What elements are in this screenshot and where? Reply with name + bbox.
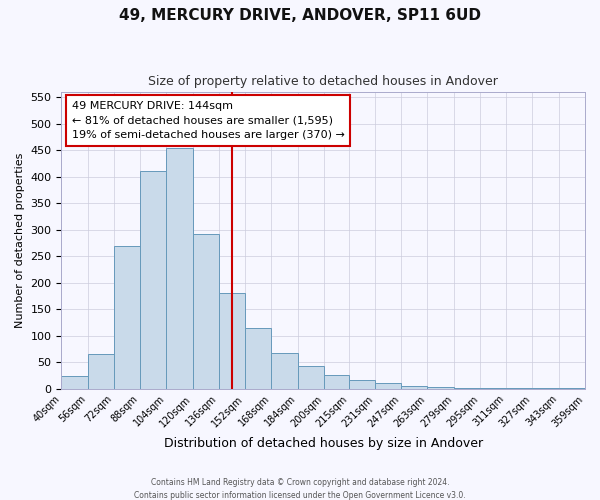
Bar [193,234,219,389]
Bar [480,388,506,389]
Text: 49, MERCURY DRIVE, ANDOVER, SP11 6UD: 49, MERCURY DRIVE, ANDOVER, SP11 6UD [119,8,481,22]
X-axis label: Distribution of detached houses by size in Andover: Distribution of detached houses by size … [164,437,483,450]
Bar [324,374,349,389]
Text: Contains HM Land Registry data © Crown copyright and database right 2024.
Contai: Contains HM Land Registry data © Crown c… [134,478,466,500]
Bar [401,386,427,389]
Bar [349,380,375,389]
Bar [271,354,298,389]
Bar [88,354,114,389]
Bar [61,376,88,389]
Bar [114,246,140,389]
Text: 49 MERCURY DRIVE: 144sqm
← 81% of detached houses are smaller (1,595)
19% of sem: 49 MERCURY DRIVE: 144sqm ← 81% of detach… [72,101,345,140]
Bar [375,383,401,389]
Bar [454,388,480,389]
Bar [427,388,454,389]
Bar [532,388,559,389]
Bar [506,388,532,389]
Bar [298,366,324,389]
Bar [245,328,271,389]
Bar [140,172,166,389]
Y-axis label: Number of detached properties: Number of detached properties [15,152,25,328]
Title: Size of property relative to detached houses in Andover: Size of property relative to detached ho… [148,75,498,88]
Bar [219,294,245,389]
Bar [166,148,193,389]
Bar [559,388,585,389]
